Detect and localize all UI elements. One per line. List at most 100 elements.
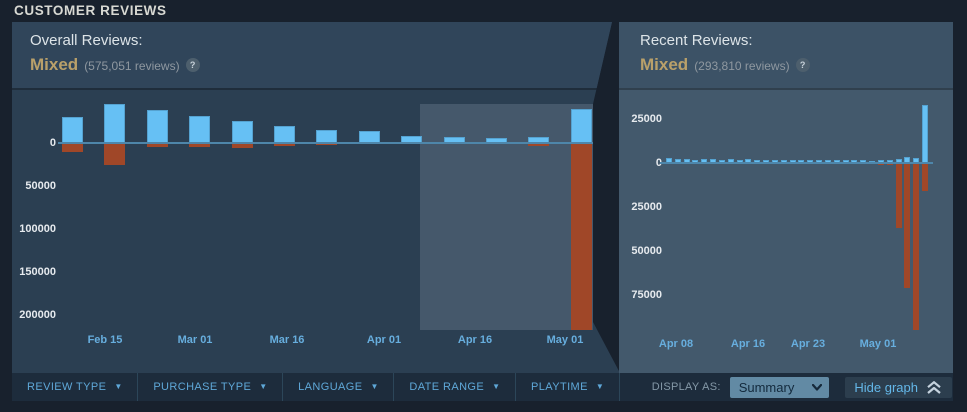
y-axis-tick: 50000: [631, 245, 662, 257]
recent-reviews-chart: 25000 0 25000 50000 75000 Apr 08 Apr 16 Apr 23 M…: [619, 88, 953, 373]
filter-purchase-type[interactable]: PURCHASE TYPE ▼: [138, 373, 284, 401]
review-bar-positive[interactable]: [798, 160, 804, 163]
double-chevron-up-icon: [927, 380, 941, 394]
review-bar-positive[interactable]: [189, 116, 210, 143]
review-bar-positive[interactable]: [316, 130, 337, 143]
y-axis-tick: 25000: [631, 113, 662, 125]
y-axis-tick: 0: [655, 157, 662, 169]
overall-heading: Overall Reviews:: [30, 32, 143, 49]
review-bar-positive[interactable]: [359, 131, 380, 143]
recent-heading: Recent Reviews:: [640, 32, 753, 49]
review-bar-positive[interactable]: [807, 160, 813, 163]
x-axis-tick: May 01: [859, 338, 897, 350]
recent-verdict: Mixed: [640, 55, 689, 74]
review-bar-positive[interactable]: [684, 159, 690, 163]
review-bar-positive[interactable]: [571, 109, 592, 143]
chevron-down-icon: ▼: [492, 382, 501, 391]
review-bar-positive[interactable]: [772, 160, 778, 163]
review-bar-positive[interactable]: [692, 160, 698, 163]
review-bar-positive[interactable]: [701, 159, 707, 163]
filter-date-range[interactable]: DATE RANGE ▼: [394, 373, 517, 401]
y-axis-tick: 200000: [19, 309, 56, 321]
x-axis-tick: Feb 15: [87, 334, 123, 346]
y-axis-tick: 100000: [19, 223, 56, 235]
review-bar-positive[interactable]: [147, 110, 168, 143]
review-bar-negative[interactable]: [913, 163, 919, 330]
filter-label: PURCHASE TYPE: [153, 381, 252, 393]
review-bar-positive[interactable]: [486, 138, 507, 143]
review-bar-positive[interactable]: [878, 160, 884, 163]
review-bar-positive[interactable]: [913, 158, 919, 163]
filter-label: DATE RANGE: [409, 381, 485, 393]
filter-review-type[interactable]: REVIEW TYPE ▼: [12, 373, 139, 401]
review-bar-positive[interactable]: [781, 160, 787, 163]
review-bar-positive[interactable]: [922, 105, 928, 163]
review-bar-positive[interactable]: [666, 158, 672, 163]
review-bar-negative[interactable]: [104, 143, 125, 165]
review-bar-positive[interactable]: [444, 137, 465, 143]
x-axis-tick: Apr 16: [730, 338, 766, 350]
chevron-down-icon: [811, 383, 822, 391]
review-bar-positive[interactable]: [710, 159, 716, 163]
help-icon[interactable]: ?: [795, 58, 810, 72]
display-as-select[interactable]: Summary: [729, 376, 829, 398]
hide-graph-button[interactable]: Hide graph: [845, 376, 952, 398]
review-bar-positive[interactable]: [401, 136, 422, 143]
filter-language[interactable]: LANGUAGE ▼: [283, 373, 395, 401]
header-divider: [12, 88, 620, 90]
review-bar-negative[interactable]: [232, 143, 253, 148]
x-axis-tick: Apr 16: [457, 334, 493, 346]
review-bar-positive[interactable]: [904, 157, 910, 163]
review-bar-positive[interactable]: [851, 160, 857, 163]
filter-bar: REVIEW TYPE ▼ PURCHASE TYPE ▼ LANGUAGE ▼…: [12, 373, 953, 401]
review-bar-positive[interactable]: [887, 160, 893, 163]
overall-reviews-chart: 0 50000 100000 150000 200000 Feb 15 Mar 01 Mar …: [12, 88, 620, 373]
zero-axis-line: [58, 142, 593, 144]
review-bar-positive[interactable]: [728, 159, 734, 163]
review-bar-negative[interactable]: [316, 143, 337, 145]
x-axis-tick: May 01: [546, 334, 584, 346]
review-bar-positive[interactable]: [816, 160, 822, 163]
review-bar-positive[interactable]: [745, 159, 751, 163]
overall-verdict: Mixed: [30, 55, 79, 74]
review-bar-negative[interactable]: [878, 163, 884, 165]
help-icon[interactable]: ?: [185, 58, 200, 72]
overall-panel-header: Overall Reviews: Mixed (575,051 reviews)?: [12, 22, 620, 88]
filter-label: LANGUAGE: [298, 381, 363, 393]
y-axis-tick: 75000: [631, 289, 662, 301]
review-bar-positive[interactable]: [675, 159, 681, 163]
review-bar-positive[interactable]: [754, 160, 760, 163]
review-bar-negative[interactable]: [904, 163, 910, 288]
recent-reviews-panel: Recent Reviews: Mixed (293,810 reviews)? …: [619, 22, 953, 373]
review-bar-positive[interactable]: [62, 117, 83, 143]
review-bar-positive[interactable]: [719, 160, 725, 163]
review-bar-positive[interactable]: [104, 104, 125, 143]
review-bar-positive[interactable]: [737, 160, 743, 163]
review-bar-negative[interactable]: [922, 163, 928, 191]
review-bar-positive[interactable]: [232, 121, 253, 143]
filter-playtime[interactable]: PLAYTIME ▼: [516, 373, 620, 401]
chevron-down-icon: ▼: [259, 382, 268, 391]
review-bar-positive[interactable]: [834, 160, 840, 163]
review-bar-positive[interactable]: [896, 159, 902, 163]
review-bar-positive[interactable]: [274, 126, 295, 143]
review-bar-positive[interactable]: [763, 160, 769, 163]
overall-review-count: (575,051 reviews): [84, 59, 180, 73]
review-bar-negative[interactable]: [887, 163, 893, 165]
x-axis-tick: Apr 01: [366, 334, 402, 346]
review-bar-positive[interactable]: [825, 160, 831, 163]
review-bar-positive[interactable]: [790, 160, 796, 163]
review-bar-negative[interactable]: [147, 143, 168, 147]
review-bar-negative[interactable]: [896, 163, 902, 228]
review-bar-negative[interactable]: [189, 143, 210, 147]
review-bar-negative[interactable]: [274, 143, 295, 146]
review-bar-negative[interactable]: [571, 143, 592, 330]
review-bar-negative[interactable]: [528, 143, 549, 146]
review-bar-positive[interactable]: [528, 137, 549, 143]
recent-panel-header: Recent Reviews: Mixed (293,810 reviews)?: [619, 22, 953, 88]
review-bar-positive[interactable]: [860, 160, 866, 163]
hide-graph-label: Hide graph: [854, 379, 918, 395]
review-bar-positive[interactable]: [843, 160, 849, 163]
review-bar-negative[interactable]: [62, 143, 83, 152]
y-axis-tick: 150000: [19, 266, 56, 278]
